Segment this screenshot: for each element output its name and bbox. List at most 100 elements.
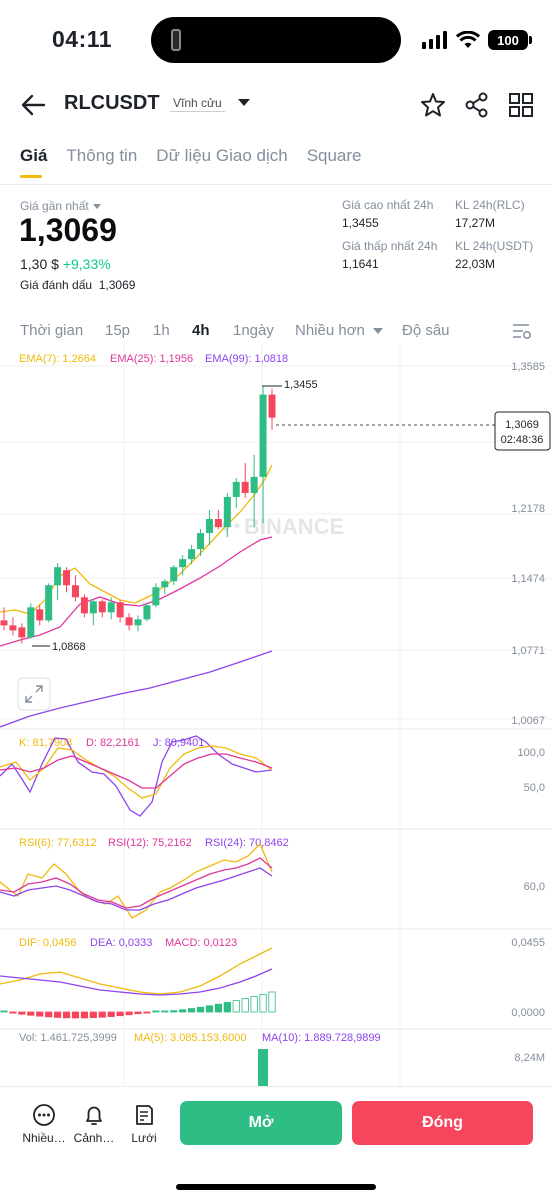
binance-watermark: BINANCE xyxy=(212,514,344,539)
macd-bar xyxy=(223,1002,231,1013)
price-tick: 1,0067 xyxy=(511,715,545,727)
candle-body xyxy=(125,617,133,626)
macd-bar xyxy=(241,998,249,1013)
max-price-label: 1,3455 xyxy=(284,379,318,391)
back-arrow-icon[interactable] xyxy=(20,92,46,118)
candlestick-chart[interactable]: BINANCE EMA(7): 1,2664 EMA(25): 1,1956 E… xyxy=(0,344,552,1086)
mark-price-label: Giá đánh dấu xyxy=(20,278,93,292)
macd-bar xyxy=(116,1011,124,1017)
rsi24-line xyxy=(0,867,273,911)
usd-value: 1,30 $ xyxy=(20,256,59,272)
more-button[interactable]: Nhiều… xyxy=(22,1103,66,1145)
interval-4h[interactable]: 4h xyxy=(192,322,210,339)
ema99-line xyxy=(0,650,273,728)
grid-label: Lưới xyxy=(131,1131,157,1145)
main-grid xyxy=(0,344,552,1086)
vol-legend: Vol: 1.461.725,3999 xyxy=(19,1032,117,1044)
candle-body xyxy=(107,602,115,613)
interval-depth[interactable]: Độ sâu xyxy=(402,322,450,339)
grid-layout-icon[interactable] xyxy=(508,92,534,118)
macd-bar xyxy=(179,1009,187,1013)
macd-bar xyxy=(80,1011,88,1019)
grid-bot-button[interactable]: Lưới xyxy=(122,1103,166,1145)
share-icon[interactable] xyxy=(464,92,490,118)
price-tick: 1,3585 xyxy=(511,361,545,373)
tab-info[interactable]: Thông tin xyxy=(66,146,138,165)
low-24h-label: Giá thấp nhất 24h xyxy=(342,239,438,253)
low-24h-value: 1,1641 xyxy=(342,257,379,271)
tab-trading-data[interactable]: Dữ liệu Giao dịch xyxy=(156,146,288,165)
tab-square[interactable]: Square xyxy=(306,146,362,165)
macd-dif-legend: DIF: 0,0456 xyxy=(19,937,76,949)
rsi12-legend: RSI(12): 75,2162 xyxy=(108,837,192,849)
min-price-label: 1,0868 xyxy=(52,641,86,653)
candle-body xyxy=(179,559,187,568)
tabs-divider xyxy=(0,184,552,185)
last-price: 1,3069 xyxy=(19,212,117,248)
macd-histogram xyxy=(0,991,276,1019)
macd-bar xyxy=(170,1010,178,1013)
interval-15m[interactable]: 15p xyxy=(105,322,131,339)
contract-type-badge: Vĩnh cửu xyxy=(170,96,225,112)
macd-bar xyxy=(27,1011,35,1016)
candle-body xyxy=(89,601,97,614)
candle-body xyxy=(197,533,205,550)
vol-usdt-label: KL 24h(USDT) xyxy=(455,239,534,253)
high-24h-label: Giá cao nhất 24h xyxy=(342,198,434,212)
home-indicator xyxy=(176,1184,376,1190)
watermark-text: BINANCE xyxy=(244,514,344,539)
macd-tick: 0,0455 xyxy=(511,937,545,949)
interval-time[interactable]: Thời gian xyxy=(20,322,84,339)
candle-body xyxy=(205,519,213,534)
wifi-icon xyxy=(456,31,480,48)
kdj-d-legend: D: 82,2161 xyxy=(86,737,140,749)
candle-body xyxy=(170,567,178,582)
macd-bar xyxy=(161,1010,169,1013)
countdown-value: 02:48:36 xyxy=(501,434,544,446)
symbol-title[interactable]: RLCUSDT xyxy=(64,92,160,114)
current-price-tag[interactable]: 1,3069 02:48:36 xyxy=(494,411,551,451)
kdj-j-legend: J: 80,9401 xyxy=(153,737,204,749)
battery-icon: 100 xyxy=(488,30,532,50)
rsi24-legend: RSI(24): 70,8462 xyxy=(205,837,289,849)
macd-bar xyxy=(107,1011,115,1017)
chart-settings-icon[interactable] xyxy=(512,322,532,340)
candle-body xyxy=(54,567,62,586)
interval-more[interactable]: Nhiều hơn xyxy=(295,322,384,339)
candle-body xyxy=(18,627,26,638)
macd-bar xyxy=(259,993,267,1013)
macd-bar xyxy=(232,1000,240,1013)
fullscreen-button[interactable] xyxy=(17,677,51,711)
macd-bar xyxy=(134,1011,142,1015)
status-icons: 100 xyxy=(422,29,532,51)
candle-body xyxy=(214,519,222,528)
dynamic-island xyxy=(151,17,401,63)
open-position-button[interactable]: Mở xyxy=(180,1101,342,1145)
macd-bar xyxy=(89,1011,97,1019)
macd-bar xyxy=(205,1005,214,1013)
alert-button[interactable]: Cảnh… xyxy=(72,1103,116,1145)
expand-icon xyxy=(25,685,43,703)
header: RLCUSDT Vĩnh cửu xyxy=(0,82,552,130)
tab-price[interactable]: Giá xyxy=(20,146,48,178)
ema25-legend: EMA(25): 1,1956 xyxy=(110,353,193,365)
interval-1d[interactable]: 1ngày xyxy=(233,322,274,339)
close-position-button[interactable]: Đóng xyxy=(352,1101,533,1145)
macd-dea-legend: DEA: 0,0333 xyxy=(90,937,152,949)
macd-bar xyxy=(214,1003,222,1013)
caret-down-icon xyxy=(92,204,101,210)
mark-price-value: 1,3069 xyxy=(98,278,136,292)
rsi6-line xyxy=(0,842,273,919)
macd-bar xyxy=(36,1011,44,1017)
last-price-label[interactable]: Giá gần nhất xyxy=(20,199,101,213)
mark-price-line: Giá đánh dấu 1,3069 xyxy=(20,278,135,292)
pane-separators xyxy=(0,728,552,1030)
macd-bar xyxy=(196,1006,205,1013)
candle-body xyxy=(223,496,231,528)
interval-1h[interactable]: 1h xyxy=(153,322,170,339)
star-icon[interactable] xyxy=(420,92,446,118)
candle-body xyxy=(116,602,124,618)
macd-bar xyxy=(62,1011,71,1019)
symbol-dropdown-icon[interactable] xyxy=(238,99,250,106)
signal-icon xyxy=(422,31,447,49)
